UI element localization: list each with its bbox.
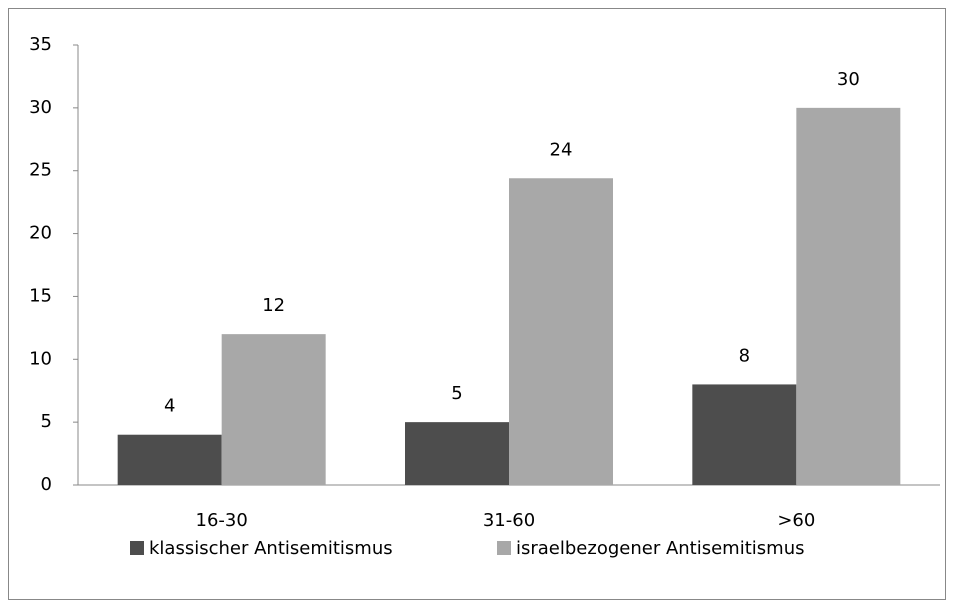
x-tick-label: >60 (777, 510, 815, 531)
y-tick-label: 30 (29, 97, 52, 118)
bar (692, 384, 797, 485)
bar (117, 434, 222, 485)
data-label: 8 (739, 345, 750, 366)
y-tick-label: 0 (41, 474, 52, 495)
y-tick-label: 20 (29, 223, 52, 244)
data-label: 5 (451, 383, 462, 404)
bar (509, 178, 613, 485)
data-label: 24 (550, 139, 573, 160)
bar (796, 107, 901, 485)
legend-label: israelbezogener Antisemitismus (516, 538, 804, 559)
bar (221, 334, 326, 485)
data-label: 30 (837, 69, 860, 90)
data-label: 4 (164, 396, 175, 417)
x-tick-label: 31-60 (483, 510, 535, 531)
x-tick-label: 16-30 (196, 510, 248, 531)
y-tick-label: 10 (29, 348, 52, 369)
chart-border (8, 8, 946, 600)
y-tick-label: 15 (29, 285, 52, 306)
bar (405, 422, 509, 485)
legend-swatch (497, 541, 511, 555)
data-label: 12 (262, 295, 285, 316)
legend-label: klassischer Antisemitismus (149, 538, 393, 559)
y-tick-label: 35 (29, 34, 52, 55)
y-tick-label: 5 (41, 411, 52, 432)
y-tick-label: 25 (29, 160, 52, 181)
legend-swatch (130, 541, 144, 555)
